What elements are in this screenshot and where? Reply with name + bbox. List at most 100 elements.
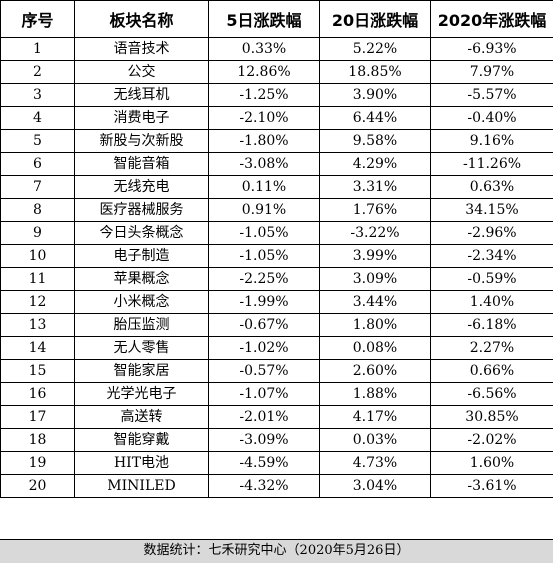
cell-20d-change: 3.04% (319, 474, 431, 498)
cell-20d-change: 4.29% (319, 152, 431, 176)
cell-ytd-change: 34.15% (430, 198, 553, 222)
cell-20d-change: 3.44% (319, 290, 431, 314)
cell-sector-name: 光学光电子 (74, 382, 209, 406)
table-row: 20 MINILED -4.32% 3.04% -3.61% (0, 474, 553, 498)
cell-5d-change: -2.25% (208, 267, 320, 291)
cell-index: 7 (0, 175, 75, 199)
cell-ytd-change: -0.59% (430, 267, 553, 291)
cell-20d-change: 0.08% (319, 336, 431, 360)
cell-ytd-change: 0.63% (430, 175, 553, 199)
cell-20d-change: 2.60% (319, 359, 431, 383)
cell-20d-change: 9.58% (319, 129, 431, 153)
cell-ytd-change: 7.97% (430, 60, 553, 84)
cell-5d-change: -1.02% (208, 336, 320, 360)
cell-sector-name: 高送转 (74, 405, 209, 429)
table-row: 18 智能穿戴 -3.09% 0.03% -2.02% (0, 428, 553, 452)
cell-index: 10 (0, 244, 75, 268)
cell-20d-change: 6.44% (319, 106, 431, 130)
cell-20d-change: -3.22% (319, 221, 431, 245)
header-row: 序号 板块名称 5日涨跌幅 20日涨跌幅 2020年涨跌幅 (0, 0, 553, 38)
cell-ytd-change: 9.16% (430, 129, 553, 153)
cell-index: 13 (0, 313, 75, 337)
table-row: 16 光学光电子 -1.07% 1.88% -6.56% (0, 382, 553, 406)
cell-20d-change: 3.99% (319, 244, 431, 268)
cell-index: 19 (0, 451, 75, 475)
header-index: 序号 (0, 0, 75, 38)
cell-5d-change: -3.09% (208, 428, 320, 452)
table-row: 10 电子制造 -1.05% 3.99% -2.34% (0, 244, 553, 268)
cell-ytd-change: -2.34% (430, 244, 553, 268)
table-row: 4 消费电子 -2.10% 6.44% -0.40% (0, 106, 553, 130)
cell-index: 5 (0, 129, 75, 153)
cell-20d-change: 4.73% (319, 451, 431, 475)
cell-5d-change: 0.91% (208, 198, 320, 222)
cell-20d-change: 0.03% (319, 428, 431, 452)
cell-sector-name: HIT电池 (74, 451, 209, 475)
cell-index: 2 (0, 60, 75, 84)
cell-5d-change: -0.67% (208, 313, 320, 337)
table-row: 6 智能音箱 -3.08% 4.29% -11.26% (0, 152, 553, 176)
cell-sector-name: 无线耳机 (74, 83, 209, 107)
cell-ytd-change: -11.26% (430, 152, 553, 176)
header-20d-change: 20日涨跌幅 (319, 0, 431, 38)
table-row: 11 苹果概念 -2.25% 3.09% -0.59% (0, 267, 553, 291)
cell-20d-change: 3.09% (319, 267, 431, 291)
cell-index: 11 (0, 267, 75, 291)
table-row: 15 智能家居 -0.57% 2.60% 0.66% (0, 359, 553, 383)
cell-5d-change: -4.32% (208, 474, 320, 498)
cell-5d-change: -1.99% (208, 290, 320, 314)
cell-5d-change: -3.08% (208, 152, 320, 176)
cell-ytd-change: -3.61% (430, 474, 553, 498)
cell-index: 9 (0, 221, 75, 245)
cell-index: 20 (0, 474, 75, 498)
cell-sector-name: 无人零售 (74, 336, 209, 360)
cell-20d-change: 4.17% (319, 405, 431, 429)
cell-index: 12 (0, 290, 75, 314)
cell-5d-change: -2.10% (208, 106, 320, 130)
cell-sector-name: 胎压监测 (74, 313, 209, 337)
table-row: 5 新股与次新股 -1.80% 9.58% 9.16% (0, 129, 553, 153)
table-row: 17 高送转 -2.01% 4.17% 30.85% (0, 405, 553, 429)
cell-ytd-change: 1.40% (430, 290, 553, 314)
cell-5d-change: -0.57% (208, 359, 320, 383)
table-header: 序号 板块名称 5日涨跌幅 20日涨跌幅 2020年涨跌幅 (0, 0, 553, 38)
cell-sector-name: 新股与次新股 (74, 129, 209, 153)
cell-sector-name: 公交 (74, 60, 209, 84)
cell-ytd-change: -2.96% (430, 221, 553, 245)
cell-5d-change: -1.80% (208, 129, 320, 153)
table-row: 9 今日头条概念 -1.05% -3.22% -2.96% (0, 221, 553, 245)
cell-20d-change: 1.76% (319, 198, 431, 222)
cell-index: 3 (0, 83, 75, 107)
cell-index: 14 (0, 336, 75, 360)
table-row: 14 无人零售 -1.02% 0.08% 2.27% (0, 336, 553, 360)
cell-index: 1 (0, 37, 75, 61)
cell-ytd-change: 30.85% (430, 405, 553, 429)
table-row: 8 医疗器械服务 0.91% 1.76% 34.15% (0, 198, 553, 222)
table-row: 1 语音技术 0.33% 5.22% -6.93% (0, 37, 553, 61)
cell-ytd-change: -6.56% (430, 382, 553, 406)
cell-sector-name: 苹果概念 (74, 267, 209, 291)
cell-20d-change: 3.90% (319, 83, 431, 107)
cell-index: 17 (0, 405, 75, 429)
table-row: 2 公交 12.86% 18.85% 7.97% (0, 60, 553, 84)
cell-ytd-change: -2.02% (430, 428, 553, 452)
cell-sector-name: 今日头条概念 (74, 221, 209, 245)
sector-performance-table: 序号 板块名称 5日涨跌幅 20日涨跌幅 2020年涨跌幅 1 语音技术 0.33%… (0, 0, 553, 498)
cell-index: 6 (0, 152, 75, 176)
header-sector-name: 板块名称 (74, 0, 209, 38)
cell-index: 18 (0, 428, 75, 452)
cell-index: 15 (0, 359, 75, 383)
cell-5d-change: -1.25% (208, 83, 320, 107)
cell-5d-change: -2.01% (208, 405, 320, 429)
cell-ytd-change: -5.57% (430, 83, 553, 107)
header-ytd-change: 2020年涨跌幅 (430, 0, 553, 38)
cell-index: 4 (0, 106, 75, 130)
cell-5d-change: 0.11% (208, 175, 320, 199)
cell-sector-name: 智能穿戴 (74, 428, 209, 452)
header-5d-change: 5日涨跌幅 (208, 0, 320, 38)
cell-ytd-change: 1.60% (430, 451, 553, 475)
cell-sector-name: 电子制造 (74, 244, 209, 268)
cell-ytd-change: 0.66% (430, 359, 553, 383)
cell-sector-name: MINILED (74, 474, 209, 498)
